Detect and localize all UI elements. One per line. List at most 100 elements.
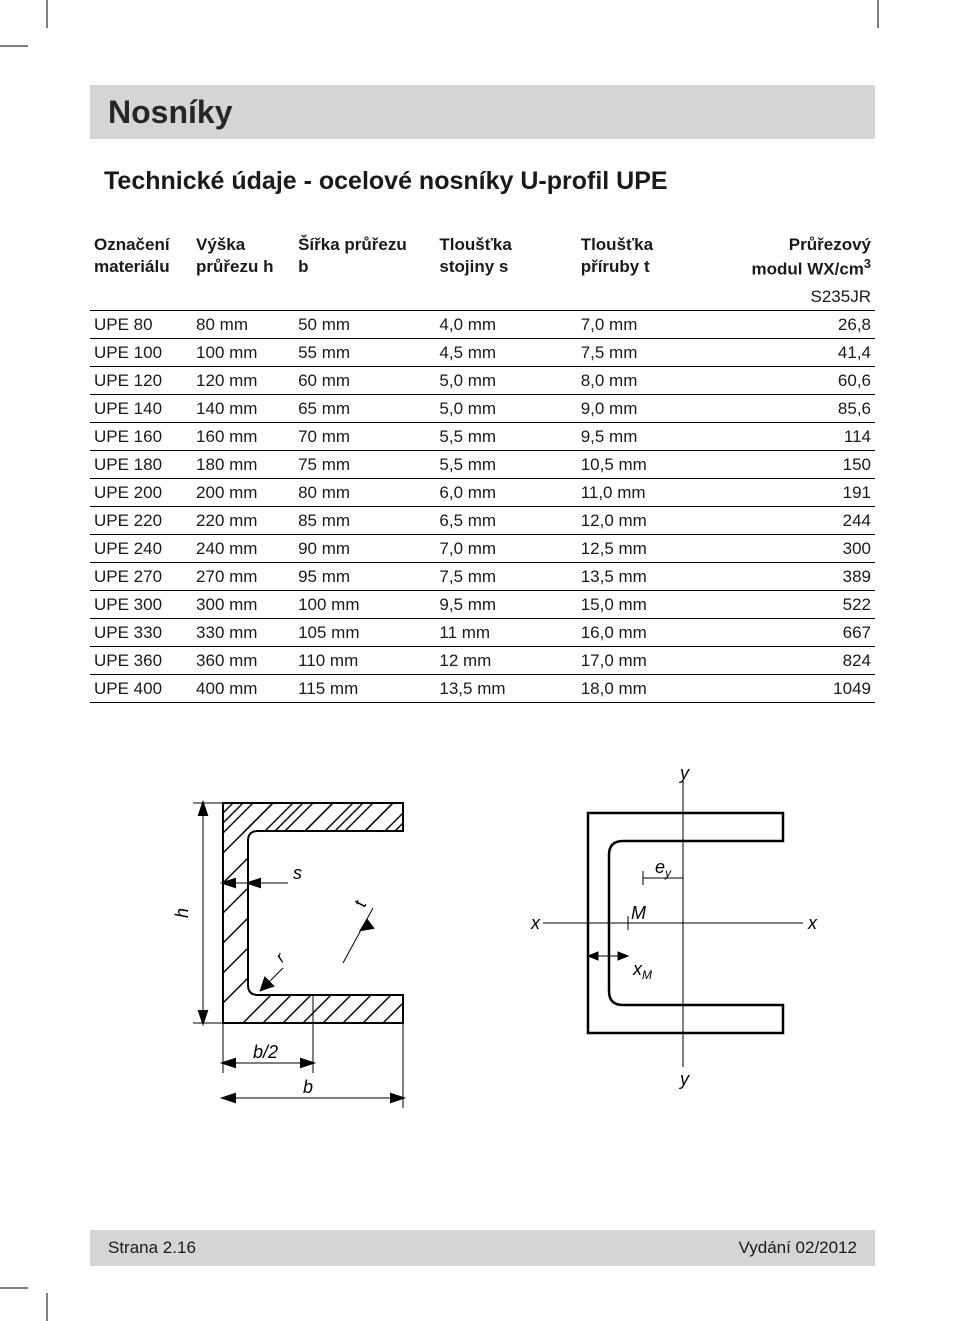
table-cell: UPE 200 bbox=[90, 478, 192, 506]
label-M: M bbox=[631, 903, 646, 923]
table-cell: 100 mm bbox=[294, 590, 435, 618]
table-cell: 667 bbox=[718, 618, 875, 646]
table-cell: 85,6 bbox=[718, 394, 875, 422]
page-title: Nosníky bbox=[108, 94, 232, 131]
table-cell: 9,5 mm bbox=[435, 590, 576, 618]
table-cell: 191 bbox=[718, 478, 875, 506]
table-row: UPE 300300 mm100 mm9,5 mm15,0 mm522 bbox=[90, 590, 875, 618]
table-cell: 5,0 mm bbox=[435, 394, 576, 422]
table-cell: UPE 360 bbox=[90, 646, 192, 674]
table-cell: 389 bbox=[718, 562, 875, 590]
table-cell: 7,5 mm bbox=[435, 562, 576, 590]
table-row: UPE 240240 mm90 mm7,0 mm12,5 mm300 bbox=[90, 534, 875, 562]
table-cell: UPE 80 bbox=[90, 310, 192, 338]
table-cell: 220 mm bbox=[192, 506, 294, 534]
table-cell: UPE 330 bbox=[90, 618, 192, 646]
footer-edition: Vydání 02/2012 bbox=[739, 1238, 857, 1258]
label-b: b bbox=[303, 1077, 313, 1097]
table-cell: 17,0 mm bbox=[577, 646, 718, 674]
table-cell: 115 mm bbox=[294, 674, 435, 702]
table-cell: 80 mm bbox=[294, 478, 435, 506]
label-x-right: x bbox=[807, 913, 818, 933]
col-header: Šířka průřezub bbox=[294, 232, 435, 283]
label-ey: ey bbox=[655, 857, 672, 880]
table-cell: 5,5 mm bbox=[435, 422, 576, 450]
page-content: Nosníky Technické údaje - ocelové nosník… bbox=[90, 85, 875, 1261]
table-cell: 1049 bbox=[718, 674, 875, 702]
table-cell: 70 mm bbox=[294, 422, 435, 450]
table-cell: UPE 220 bbox=[90, 506, 192, 534]
table-cell: 15,0 mm bbox=[577, 590, 718, 618]
table-cell: 6,5 mm bbox=[435, 506, 576, 534]
table-cell: 12,5 mm bbox=[577, 534, 718, 562]
table-row: UPE 400400 mm115 mm13,5 mm18,0 mm1049 bbox=[90, 674, 875, 702]
table-row: UPE 120120 mm60 mm5,0 mm8,0 mm60,6 bbox=[90, 366, 875, 394]
table-cell: 300 bbox=[718, 534, 875, 562]
cross-section-diagram: h s t r b/2 b bbox=[143, 763, 443, 1123]
col-header: Označenímateriálu bbox=[90, 232, 192, 283]
table-body: S235JRUPE 8080 mm50 mm4,0 mm7,0 mm26,8UP… bbox=[90, 283, 875, 703]
table-cell: 9,5 mm bbox=[577, 422, 718, 450]
table-cell: 85 mm bbox=[294, 506, 435, 534]
table-row: UPE 220220 mm85 mm6,5 mm12,0 mm244 bbox=[90, 506, 875, 534]
table-cell: 150 bbox=[718, 450, 875, 478]
table-cell: UPE 160 bbox=[90, 422, 192, 450]
table-cell: 11,0 mm bbox=[577, 478, 718, 506]
col-header: Průřezovýmodul WX/cm3 bbox=[718, 232, 875, 283]
table-cell: 522 bbox=[718, 590, 875, 618]
table-cell: 7,0 mm bbox=[435, 534, 576, 562]
table-cell: 75 mm bbox=[294, 450, 435, 478]
table-cell: 200 mm bbox=[192, 478, 294, 506]
table-cell: 12,0 mm bbox=[577, 506, 718, 534]
table-cell: 50 mm bbox=[294, 310, 435, 338]
label-h: h bbox=[172, 908, 192, 918]
table-cell: 4,5 mm bbox=[435, 338, 576, 366]
table-cell: 270 mm bbox=[192, 562, 294, 590]
table-row: UPE 180180 mm75 mm5,5 mm10,5 mm150 bbox=[90, 450, 875, 478]
table-cell: UPE 140 bbox=[90, 394, 192, 422]
table-cell: UPE 240 bbox=[90, 534, 192, 562]
table-cell: 60 mm bbox=[294, 366, 435, 394]
table-cell: 8,0 mm bbox=[577, 366, 718, 394]
table-cell: 6,0 mm bbox=[435, 478, 576, 506]
label-r: r bbox=[272, 949, 288, 965]
table-row: UPE 360360 mm110 mm12 mm17,0 mm824 bbox=[90, 646, 875, 674]
label-xm: xM bbox=[632, 959, 652, 982]
table-row: UPE 200200 mm80 mm6,0 mm11,0 mm191 bbox=[90, 478, 875, 506]
table-cell: 824 bbox=[718, 646, 875, 674]
table-cell: UPE 270 bbox=[90, 562, 192, 590]
table-cell: 16,0 mm bbox=[577, 618, 718, 646]
table-cell: 18,0 mm bbox=[577, 674, 718, 702]
table-cell: 100 mm bbox=[192, 338, 294, 366]
label-b2: b/2 bbox=[253, 1042, 278, 1062]
table-row: UPE 160160 mm70 mm5,5 mm9,5 mm114 bbox=[90, 422, 875, 450]
table-cell: UPE 180 bbox=[90, 450, 192, 478]
label-x-left: x bbox=[530, 913, 541, 933]
table-cell: 330 mm bbox=[192, 618, 294, 646]
table-cell: 180 mm bbox=[192, 450, 294, 478]
table-cell: 360 mm bbox=[192, 646, 294, 674]
table-cell: UPE 400 bbox=[90, 674, 192, 702]
table-cell: 10,5 mm bbox=[577, 450, 718, 478]
table-cell: 12 mm bbox=[435, 646, 576, 674]
table-cell: 110 mm bbox=[294, 646, 435, 674]
table-cell: 65 mm bbox=[294, 394, 435, 422]
table-row: UPE 140140 mm65 mm5,0 mm9,0 mm85,6 bbox=[90, 394, 875, 422]
table-cell: 7,0 mm bbox=[577, 310, 718, 338]
table-head: OznačenímateriáluVýškaprůřezu hŠířka prů… bbox=[90, 232, 875, 283]
table-cell: UPE 300 bbox=[90, 590, 192, 618]
label-t: t bbox=[349, 897, 370, 909]
table-row: UPE 8080 mm50 mm4,0 mm7,0 mm26,8 bbox=[90, 310, 875, 338]
table-cell: 300 mm bbox=[192, 590, 294, 618]
diagrams-row: h s t r b/2 b bbox=[90, 763, 875, 1123]
table-cell: 9,0 mm bbox=[577, 394, 718, 422]
steel-grade: S235JR bbox=[718, 283, 875, 311]
steel-grade-row: S235JR bbox=[90, 283, 875, 311]
table-cell: 240 mm bbox=[192, 534, 294, 562]
table-cell: 4,0 mm bbox=[435, 310, 576, 338]
table-cell: 60,6 bbox=[718, 366, 875, 394]
table-cell: 80 mm bbox=[192, 310, 294, 338]
table-cell: 55 mm bbox=[294, 338, 435, 366]
footer-page: Strana 2.16 bbox=[108, 1238, 196, 1258]
table-row: UPE 330330 mm105 mm11 mm16,0 mm667 bbox=[90, 618, 875, 646]
